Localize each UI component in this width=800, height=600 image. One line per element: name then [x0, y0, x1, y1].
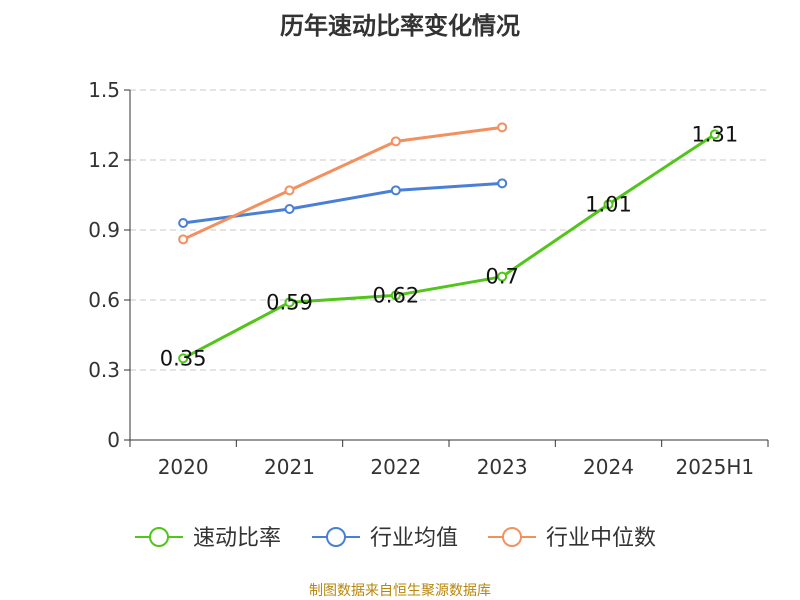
- y-tick-label: 0.6: [88, 288, 120, 312]
- data-point: [178, 353, 189, 364]
- data-point: [390, 185, 401, 196]
- series-layer: [178, 122, 720, 364]
- data-point: [284, 297, 295, 308]
- data-label: 1.31: [691, 122, 738, 146]
- legend-marker: [502, 527, 522, 547]
- data-point: [178, 218, 189, 228]
- y-tick-label: 0: [107, 428, 120, 452]
- legend-label: 速动比率: [193, 526, 281, 551]
- series-line-0: [182, 133, 716, 360]
- data-point: [603, 199, 614, 210]
- data-label: 0.7: [485, 265, 518, 289]
- data-point: [497, 271, 508, 282]
- axis-layer: 0 0.3 0.6 0.9 1.2 1.5 2020 2021 2022 2023 2024 2025…: [88, 78, 769, 479]
- x-tick-label: 2024: [583, 455, 634, 479]
- x-tick-label: 2025H1: [675, 455, 754, 479]
- y-tick-label: 1.5: [88, 78, 120, 102]
- x-tick-label: 2021: [264, 455, 315, 479]
- legend-label: 行业中位数: [546, 526, 656, 551]
- legend: 速动比率 行业均值 行业中位数: [135, 526, 656, 551]
- legend-marker: [326, 527, 346, 547]
- data-point: [390, 290, 401, 301]
- data-point: [497, 122, 508, 133]
- data-point: [178, 234, 189, 245]
- legend-marker: [149, 527, 169, 547]
- data-label: 0.59: [266, 290, 313, 314]
- y-tick-label: 0.9: [88, 218, 120, 242]
- data-point: [284, 185, 295, 196]
- x-tick-label: 2020: [158, 455, 209, 479]
- x-tick-label: 2022: [370, 455, 421, 479]
- legend-label: 行业均值: [370, 526, 458, 551]
- data-label: 0.35: [160, 346, 207, 370]
- data-label-layer: 0.35 0.59 0.62 0.7 1.01 1.31: [160, 122, 738, 370]
- data-point: [284, 204, 295, 214]
- source-note: 制图数据来自恒生聚源数据库: [309, 583, 491, 599]
- y-tick-label: 1.2: [88, 148, 120, 172]
- data-point: [390, 136, 401, 147]
- chart-title: 历年速动比率变化情况: [280, 12, 520, 40]
- x-tick-label: 2023: [477, 455, 528, 479]
- series-line-2: [182, 125, 503, 241]
- y-tick-label: 0.3: [88, 358, 120, 382]
- grid-layer: [130, 89, 768, 371]
- data-label: 1.01: [585, 192, 632, 216]
- data-point: [709, 129, 720, 140]
- data-point: [497, 178, 508, 189]
- data-label: 0.62: [372, 283, 419, 307]
